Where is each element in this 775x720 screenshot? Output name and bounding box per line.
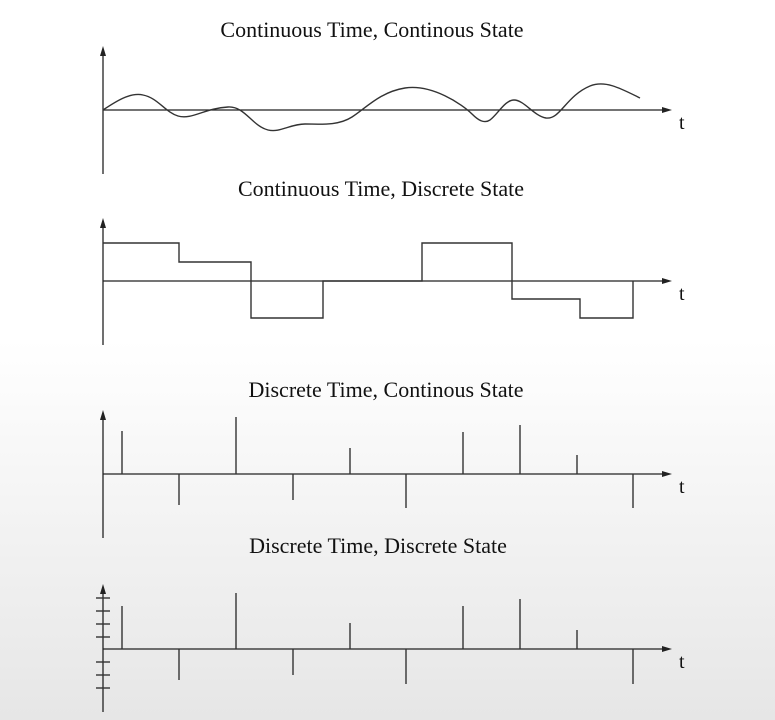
panel-2-axis-label: t bbox=[679, 283, 685, 305]
panel-4-x-arrow-icon bbox=[662, 646, 672, 652]
panel-2-y-arrow-icon bbox=[100, 218, 106, 228]
panel-3-axis-label: t bbox=[679, 476, 685, 498]
panel-2-title: Continuous Time, Discrete State bbox=[238, 176, 524, 201]
panel-1-axis-label: t bbox=[679, 112, 685, 134]
panel-continuous-time-continuous-state: Continuous Time, Continous State t bbox=[100, 17, 685, 174]
panel-1-title: Continuous Time, Continous State bbox=[220, 17, 523, 42]
panel-1-x-arrow-icon bbox=[662, 107, 672, 113]
panel-4-level-ticks bbox=[96, 597, 110, 689]
panel-4-y-arrow-icon bbox=[100, 584, 106, 594]
panel-2-x-arrow-icon bbox=[662, 278, 672, 284]
panel-4-axis-label: t bbox=[679, 651, 685, 673]
panel-2-step-signal bbox=[103, 242, 634, 319]
panel-continuous-time-discrete-state: Continuous Time, Discrete State t bbox=[100, 176, 685, 345]
panel-1-continuous-signal bbox=[102, 83, 641, 132]
panel-1-y-arrow-icon bbox=[100, 46, 106, 56]
panel-discrete-time-continuous-state: Discrete Time, Continous State t bbox=[100, 377, 685, 538]
panel-3-x-arrow-icon bbox=[662, 471, 672, 477]
panel-4-title: Discrete Time, Discrete State bbox=[249, 533, 507, 558]
panel-discrete-time-discrete-state: Discrete Time, Discrete State t bbox=[96, 533, 685, 712]
panel-3-title: Discrete Time, Continous State bbox=[249, 377, 524, 402]
panel-3-y-arrow-icon bbox=[100, 410, 106, 420]
